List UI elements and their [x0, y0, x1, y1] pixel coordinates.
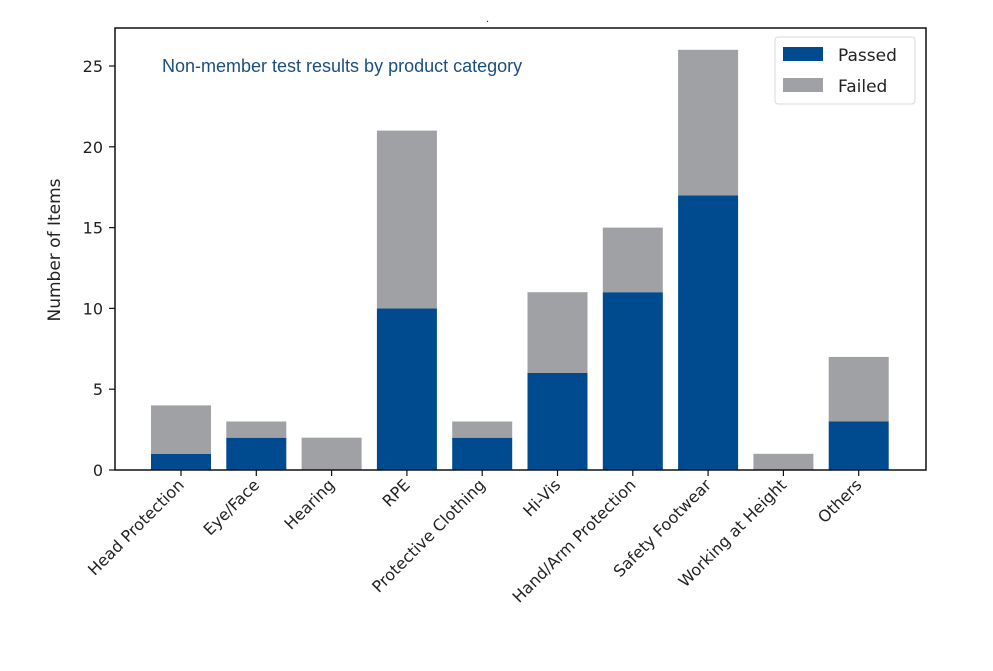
x-tick-label: Hearing [280, 475, 338, 533]
x-tick-label: Head Protection [84, 475, 188, 579]
bar-segment-passed [226, 437, 287, 470]
bar-segment-failed [602, 227, 663, 293]
bar-segment-failed [376, 130, 437, 309]
bar-segment-passed [527, 373, 588, 470]
y-tick-label: 5 [93, 380, 103, 399]
bars-group [151, 49, 889, 471]
bar-segment-passed [376, 308, 437, 470]
y-tick-label: 20 [83, 138, 103, 157]
x-tick-label: Hi-Vis [519, 475, 564, 520]
bar-segment-failed [753, 453, 814, 470]
bar-segment-passed [602, 292, 663, 470]
y-tick-label: 0 [93, 461, 103, 480]
legend-label-failed: Failed [838, 77, 887, 97]
x-tick-label: RPE [378, 475, 413, 510]
bar-segment-failed [678, 49, 739, 196]
y-tick-label: 10 [83, 299, 103, 318]
stray-dot: . [486, 14, 489, 25]
bar-segment-failed [527, 292, 588, 373]
bar-segment-failed [828, 356, 889, 422]
bar-segment-passed [678, 195, 739, 471]
y-axis-title: Number of Items [45, 178, 65, 321]
x-tick-label: Eye/Face [199, 475, 263, 539]
y-tick-label: 15 [83, 219, 103, 238]
bar-segment-passed [452, 437, 513, 470]
bar-segment-failed [301, 437, 362, 470]
bar-segment-failed [151, 405, 211, 454]
legend-label-passed: Passed [838, 46, 897, 66]
bar-segment-failed [452, 421, 513, 438]
x-axis: Head Protection Eye/Face Hearing RPEProtect… [84, 470, 866, 606]
x-tick-label: Others [814, 475, 865, 526]
legend-swatch-passed [783, 47, 823, 61]
legend-swatch-failed [783, 78, 823, 92]
bar-segment-failed [226, 421, 287, 438]
y-axis: 0 5 10 15 20 25 [83, 57, 115, 480]
chart-title: Non-member test results by product categ… [162, 56, 522, 76]
legend: Passed Failed [774, 36, 916, 105]
bar-segment-passed [151, 453, 211, 470]
bar-segment-passed [828, 421, 889, 470]
x-tick-label: Hand/Arm Protection [509, 475, 640, 606]
plot-area-frame [114, 27, 927, 471]
y-tick-label: 25 [83, 57, 103, 76]
